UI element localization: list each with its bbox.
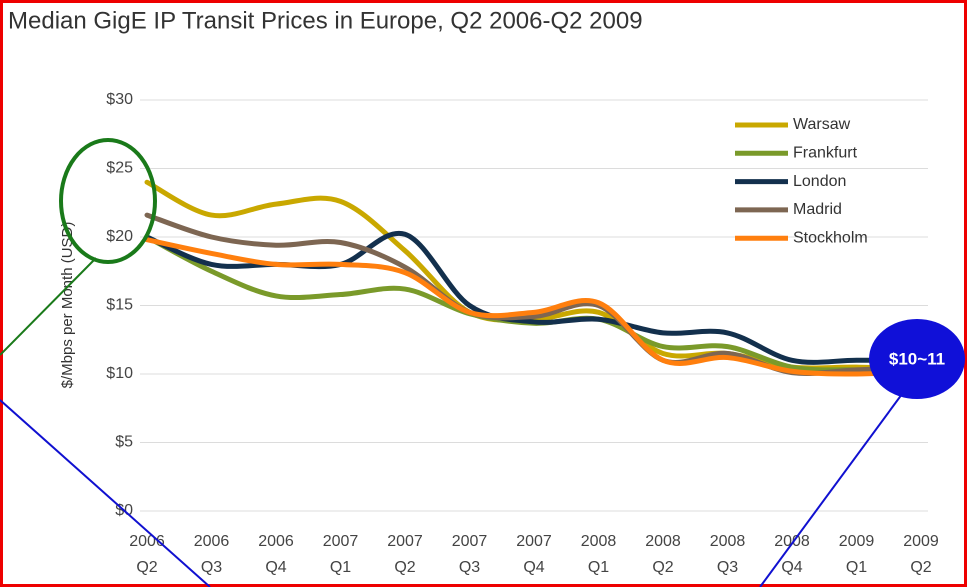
x-tick-label: Q3: [201, 559, 222, 576]
x-tick-label: Q1: [330, 559, 351, 576]
x-tick-label: 2008: [774, 533, 810, 550]
x-tick-label: Q1: [846, 559, 867, 576]
legend-label: London: [793, 173, 846, 190]
y-tick-label: $20: [106, 228, 133, 245]
x-tick-label: Q2: [910, 559, 931, 576]
x-tick-label: Q4: [523, 559, 544, 576]
series-line: [144, 230, 924, 365]
x-tick-label: Q2: [136, 559, 157, 576]
x-tick-label: 2009: [839, 533, 875, 550]
x-tick-label: Q2: [394, 559, 415, 576]
plot-area: $0$5$10$15$20$25$302006Q22006Q32006Q4200…: [106, 91, 939, 576]
y-tick-label: $25: [106, 160, 133, 177]
x-tick-label: 2006: [258, 533, 294, 550]
x-tick-label: Q2: [652, 559, 673, 576]
callout-text: $10~11: [889, 349, 945, 368]
legend-label: Stockholm: [793, 229, 868, 246]
callout-bubble: [869, 319, 965, 399]
x-tick-label: 2007: [387, 533, 423, 550]
series-line: [144, 234, 924, 373]
x-tick-label: 2007: [452, 533, 488, 550]
x-tick-label: 2009: [903, 533, 939, 550]
callout-line: [0, 399, 211, 587]
series-line: [144, 237, 924, 377]
chart-title: Median GigE IP Transit Prices in Europe,…: [8, 7, 643, 34]
callout-line: [759, 389, 906, 587]
x-tick-label: 2007: [323, 533, 359, 550]
y-tick-label: $15: [106, 297, 133, 314]
x-tick-label: 2006: [194, 533, 230, 550]
y-tick-label: $5: [115, 434, 133, 451]
x-tick-label: 2007: [516, 533, 552, 550]
x-tick-label: Q3: [459, 559, 480, 576]
callout-line: [0, 257, 97, 356]
highlight-circle: [59, 138, 157, 264]
y-axis-label: $/Mbps per Month (USD): [59, 222, 76, 389]
legend-label: Warsaw: [793, 116, 851, 133]
x-tick-label: 2008: [581, 533, 617, 550]
x-tick-label: Q3: [717, 559, 738, 576]
y-tick-label: $10: [106, 365, 133, 382]
x-tick-label: 2006: [129, 533, 165, 550]
y-tick-label: $30: [106, 91, 133, 108]
x-tick-label: 2008: [710, 533, 746, 550]
legend-label: Frankfurt: [793, 145, 858, 162]
x-tick-label: Q4: [265, 559, 286, 576]
x-tick-label: Q4: [781, 559, 802, 576]
legend-label: Madrid: [793, 201, 842, 218]
x-tick-label: Q1: [588, 559, 609, 576]
x-tick-label: 2008: [645, 533, 681, 550]
